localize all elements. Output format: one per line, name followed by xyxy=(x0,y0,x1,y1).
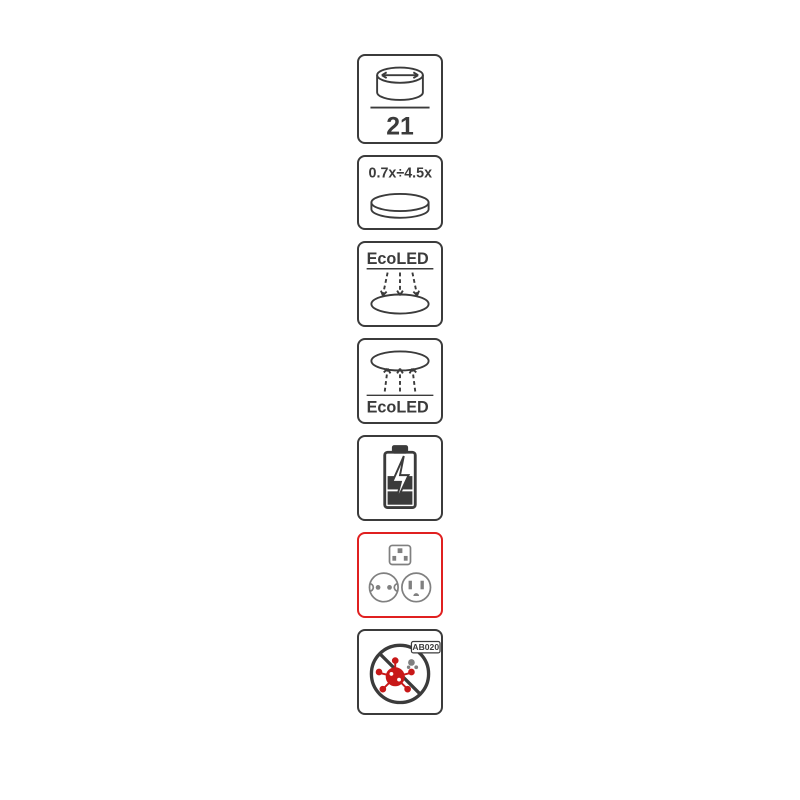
zoom-range-label: 0.7x÷4.5x xyxy=(369,166,433,182)
plugs-icon xyxy=(357,532,443,618)
ecoled-up-icon: EcoLED xyxy=(357,338,443,424)
ecoled-down-icon: EcoLED xyxy=(357,241,443,327)
diameter-label: 21 xyxy=(386,113,414,140)
zoom-range-icon: 0.7x÷4.5x xyxy=(357,155,443,230)
spec-icon-column: 21 0.7x÷4.5x EcoLED xyxy=(357,54,443,715)
antimicrobial-icon: AB020 xyxy=(357,629,443,715)
ecoled-up-label: EcoLED xyxy=(367,398,429,416)
antimicrobial-code-label: AB020 xyxy=(412,642,439,652)
ecoled-down-label: EcoLED xyxy=(367,250,429,268)
diameter-icon: 21 xyxy=(357,54,443,144)
battery-icon xyxy=(357,435,443,521)
